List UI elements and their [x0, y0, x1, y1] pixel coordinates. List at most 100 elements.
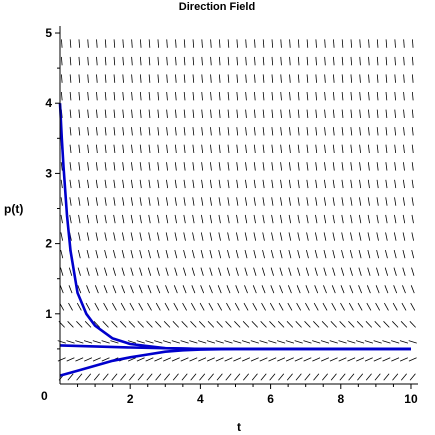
field-segment — [271, 127, 274, 136]
field-segment — [410, 302, 416, 311]
field-segment — [227, 197, 230, 206]
field-segment — [87, 91, 89, 101]
field-segment — [341, 39, 344, 48]
field-segment — [122, 179, 125, 189]
field-segment — [368, 39, 370, 48]
field-segment — [147, 285, 152, 294]
field-segment — [130, 197, 134, 206]
field-segment — [139, 91, 142, 101]
field-segment — [95, 144, 98, 154]
x-axis-label: t — [237, 420, 241, 434]
field-segment — [323, 197, 327, 206]
field-segment — [175, 109, 177, 118]
field-segment — [76, 321, 83, 328]
field-segment — [66, 340, 75, 344]
field-segment — [394, 127, 397, 136]
field-segment — [376, 74, 379, 83]
field-segment — [139, 232, 142, 241]
field-segment — [269, 302, 275, 311]
field-segment — [262, 197, 265, 206]
field-segment — [94, 285, 99, 294]
field-segment — [409, 373, 416, 381]
field-segment — [385, 91, 388, 101]
field-segment — [226, 285, 231, 294]
field-segment — [286, 321, 294, 328]
field-segment — [288, 214, 292, 224]
field-segment — [297, 144, 300, 154]
x-tick-label: 8 — [337, 392, 344, 406]
field-segment — [236, 56, 238, 66]
field-segment — [121, 232, 125, 241]
field-segment — [306, 74, 309, 83]
field-segment — [332, 267, 336, 276]
field-segment — [315, 127, 318, 136]
field-segment — [333, 74, 335, 83]
field-segment — [104, 214, 107, 224]
field-segment — [218, 162, 221, 171]
field-segment — [157, 232, 160, 241]
field-segment — [218, 127, 221, 136]
field-segment — [306, 197, 309, 206]
field-segment — [129, 302, 135, 311]
field-segment — [139, 56, 142, 66]
field-segment — [403, 109, 405, 118]
field-segment — [359, 144, 361, 154]
field-segment — [104, 179, 107, 189]
field-segment — [359, 109, 361, 118]
field-segment — [367, 232, 371, 241]
field-segment — [367, 197, 370, 206]
field-segment — [210, 39, 212, 48]
field-segment — [394, 179, 397, 189]
field-segment — [190, 302, 196, 311]
field-segment — [200, 232, 204, 241]
field-segment — [121, 285, 126, 294]
field-segment — [245, 74, 247, 83]
field-segment — [262, 74, 265, 83]
field-segment — [288, 162, 291, 171]
field-segment — [320, 357, 329, 362]
field-segment — [262, 144, 265, 154]
field-segment — [175, 91, 177, 101]
field-segment — [400, 373, 407, 381]
field-segment — [148, 127, 151, 136]
field-segment — [411, 109, 414, 118]
field-segment — [411, 162, 414, 171]
field-segment — [271, 162, 274, 171]
field-segment — [139, 197, 142, 206]
field-segment — [210, 56, 212, 66]
y-tick-label: 3 — [45, 166, 52, 180]
field-segment — [218, 214, 221, 224]
field-segment — [385, 109, 388, 118]
field-segment — [321, 321, 329, 328]
field-segment — [289, 74, 291, 83]
field-segment — [201, 39, 203, 48]
field-segment — [182, 302, 187, 311]
field-segment — [347, 340, 356, 344]
field-segment — [87, 179, 90, 189]
field-segment — [227, 109, 230, 118]
field-segment — [75, 357, 84, 362]
field-segment — [208, 302, 214, 311]
field-segment — [78, 179, 81, 189]
field-segment — [236, 197, 239, 206]
field-segment — [140, 39, 142, 48]
field-segment — [148, 162, 151, 171]
field-segment — [104, 162, 107, 171]
field-segment — [245, 144, 247, 154]
field-segment — [174, 197, 177, 206]
field-segment — [285, 340, 295, 344]
field-segment — [385, 74, 388, 83]
field-segment — [402, 214, 406, 224]
field-segment — [411, 144, 414, 154]
field-segment — [376, 232, 379, 241]
field-segment — [254, 74, 256, 83]
field-segment — [411, 232, 414, 241]
field-segment — [376, 144, 379, 154]
field-segment — [375, 285, 380, 294]
field-segment — [192, 232, 195, 241]
field-segment — [358, 232, 362, 241]
field-segment — [279, 232, 283, 241]
field-segment — [280, 56, 282, 66]
field-segment — [122, 39, 124, 48]
field-segment — [367, 267, 371, 276]
